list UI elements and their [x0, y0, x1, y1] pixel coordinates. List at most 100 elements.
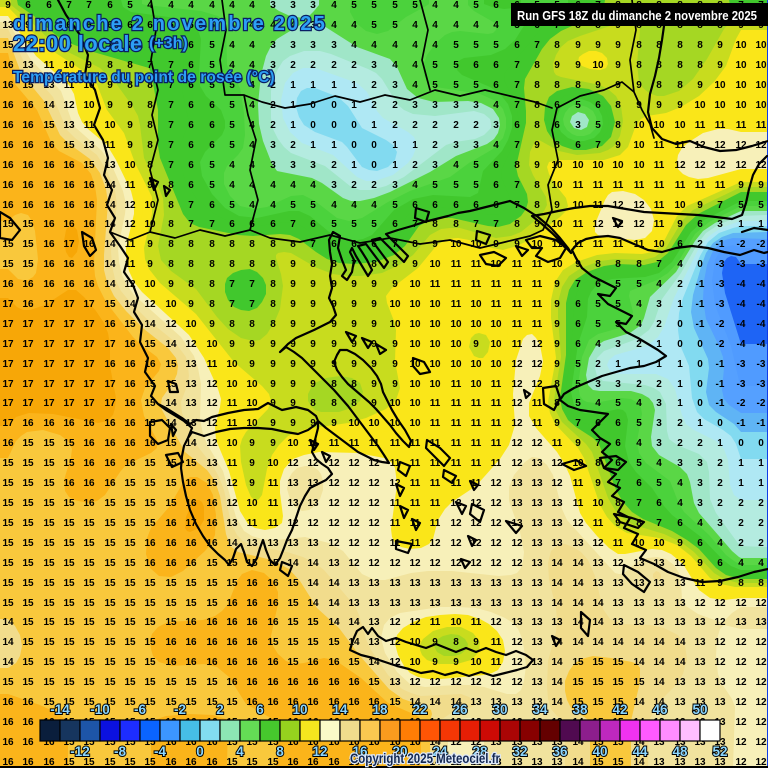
svg-text:32: 32 — [512, 744, 527, 759]
svg-text:7: 7 — [229, 299, 235, 310]
svg-text:11: 11 — [471, 617, 482, 628]
svg-text:1: 1 — [758, 458, 764, 469]
svg-text:1: 1 — [656, 359, 662, 370]
svg-text:10: 10 — [592, 60, 604, 71]
svg-text:6: 6 — [575, 299, 581, 310]
svg-text:10: 10 — [409, 359, 421, 370]
svg-text:16: 16 — [307, 757, 319, 768]
svg-text:0: 0 — [310, 120, 316, 131]
svg-text:13: 13 — [409, 598, 421, 609]
svg-text:15: 15 — [592, 737, 604, 748]
svg-text:5: 5 — [229, 140, 235, 151]
svg-text:16: 16 — [185, 617, 197, 628]
svg-text:11: 11 — [471, 418, 482, 429]
svg-text:9: 9 — [656, 100, 662, 111]
svg-text:7: 7 — [86, 40, 92, 51]
svg-text:11: 11 — [491, 418, 502, 429]
svg-text:16: 16 — [307, 657, 319, 668]
svg-text:16: 16 — [409, 757, 421, 768]
svg-text:3: 3 — [392, 80, 398, 91]
svg-text:11: 11 — [654, 219, 665, 230]
svg-text:3: 3 — [290, 40, 296, 51]
svg-text:12: 12 — [63, 100, 75, 111]
svg-text:1: 1 — [310, 140, 316, 151]
svg-text:8: 8 — [758, 578, 764, 589]
svg-text:10: 10 — [409, 398, 421, 409]
svg-text:3: 3 — [270, 160, 276, 171]
svg-text:11: 11 — [695, 120, 706, 131]
svg-text:13: 13 — [490, 737, 502, 748]
svg-text:12: 12 — [226, 478, 238, 489]
svg-text:9: 9 — [554, 319, 560, 330]
svg-text:7: 7 — [168, 100, 174, 111]
svg-text:9: 9 — [595, 40, 601, 51]
svg-text:4: 4 — [229, 60, 235, 71]
svg-text:12: 12 — [755, 677, 767, 688]
svg-text:15: 15 — [104, 737, 116, 748]
svg-text:12: 12 — [551, 478, 563, 489]
svg-text:4: 4 — [249, 40, 255, 51]
svg-text:16: 16 — [22, 100, 34, 111]
svg-text:4: 4 — [270, 20, 276, 31]
svg-text:13: 13 — [287, 478, 299, 489]
svg-text:15: 15 — [22, 558, 34, 569]
svg-text:12: 12 — [755, 697, 767, 708]
svg-text:12: 12 — [755, 637, 767, 648]
svg-text:10: 10 — [144, 219, 156, 230]
svg-text:11: 11 — [491, 279, 502, 290]
svg-text:10: 10 — [551, 160, 563, 171]
svg-text:12: 12 — [633, 200, 645, 211]
svg-text:16: 16 — [226, 637, 238, 648]
svg-text:2: 2 — [290, 60, 296, 71]
svg-text:3: 3 — [310, 0, 316, 11]
svg-text:16: 16 — [83, 478, 95, 489]
svg-text:13: 13 — [307, 478, 319, 489]
svg-text:11: 11 — [451, 458, 462, 469]
svg-text:11: 11 — [573, 180, 584, 191]
svg-text:16: 16 — [246, 617, 258, 628]
svg-text:15: 15 — [22, 80, 34, 91]
svg-text:12: 12 — [755, 737, 767, 748]
svg-text:4: 4 — [229, 0, 235, 11]
svg-text:4: 4 — [249, 200, 255, 211]
svg-text:10: 10 — [470, 379, 482, 390]
svg-text:13: 13 — [592, 578, 604, 589]
svg-text:14: 14 — [104, 239, 116, 250]
svg-text:4: 4 — [331, 0, 337, 11]
svg-text:17: 17 — [83, 379, 95, 390]
svg-text:4: 4 — [432, 20, 438, 31]
svg-text:48: 48 — [672, 744, 688, 759]
svg-text:12: 12 — [368, 538, 380, 549]
svg-text:9: 9 — [270, 359, 276, 370]
svg-text:11: 11 — [207, 359, 218, 370]
svg-text:4: 4 — [738, 558, 744, 569]
svg-text:5: 5 — [209, 180, 215, 191]
svg-text:17: 17 — [63, 359, 75, 370]
svg-text:11: 11 — [125, 239, 136, 250]
svg-text:15: 15 — [226, 578, 238, 589]
svg-text:13: 13 — [551, 518, 563, 529]
svg-text:15: 15 — [83, 598, 95, 609]
svg-text:15: 15 — [124, 518, 136, 529]
svg-text:6: 6 — [473, 60, 479, 71]
svg-text:17: 17 — [63, 319, 75, 330]
svg-text:9: 9 — [331, 279, 337, 290]
svg-text:14: 14 — [551, 637, 563, 648]
svg-text:8: 8 — [147, 140, 153, 151]
svg-text:10: 10 — [409, 657, 421, 668]
svg-text:9: 9 — [554, 339, 560, 350]
svg-text:13: 13 — [409, 578, 421, 589]
svg-text:12: 12 — [735, 160, 747, 171]
svg-text:15: 15 — [246, 757, 258, 768]
svg-text:9: 9 — [575, 259, 581, 270]
svg-text:16: 16 — [104, 438, 116, 449]
svg-text:5: 5 — [493, 40, 499, 51]
svg-text:9: 9 — [677, 100, 683, 111]
svg-text:13: 13 — [674, 737, 686, 748]
svg-text:8: 8 — [310, 398, 316, 409]
svg-text:6: 6 — [270, 219, 276, 230]
svg-text:14: 14 — [43, 100, 55, 111]
svg-text:16: 16 — [22, 717, 34, 728]
svg-text:1: 1 — [290, 100, 296, 111]
svg-text:-3: -3 — [737, 379, 746, 390]
